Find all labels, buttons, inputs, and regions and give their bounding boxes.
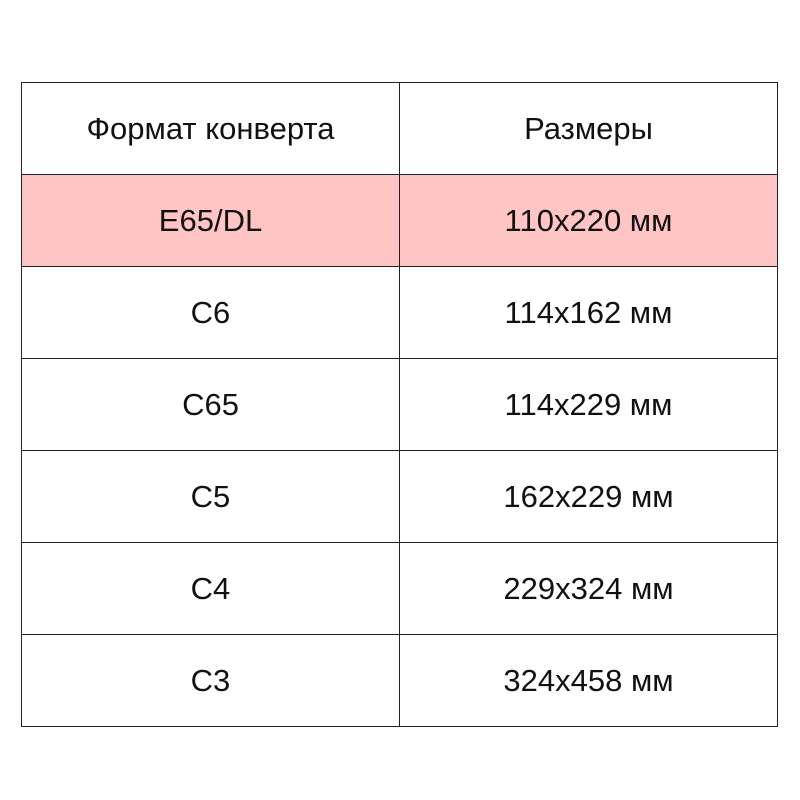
size-cell: 162x229 мм [399, 450, 778, 543]
format-cell: C4 [21, 542, 400, 635]
size-cell: 324x458 мм [399, 634, 778, 727]
table-row: E65/DL 110x220 мм [21, 174, 778, 267]
size-cell: 110x220 мм [399, 174, 778, 267]
table-row: C65 114x229 мм [21, 358, 778, 451]
table-row: C3 324x458 мм [21, 634, 778, 727]
format-cell: E65/DL [21, 174, 400, 267]
format-cell: C65 [21, 358, 400, 451]
table-row: C5 162x229 мм [21, 450, 778, 543]
format-cell: C5 [21, 450, 400, 543]
table-row: C6 114x162 мм [21, 266, 778, 359]
table-row: C4 229x324 мм [21, 542, 778, 635]
header-row: Формат конверта Размеры [21, 82, 778, 175]
size-cell: 114x162 мм [399, 266, 778, 359]
envelope-formats-table: Формат конверта Размеры E65/DL 110x220 м… [21, 82, 778, 727]
header-size: Размеры [399, 82, 778, 175]
size-cell: 229x324 мм [399, 542, 778, 635]
header-format: Формат конверта [21, 82, 400, 175]
size-cell: 114x229 мм [399, 358, 778, 451]
format-cell: C3 [21, 634, 400, 727]
format-cell: C6 [21, 266, 400, 359]
